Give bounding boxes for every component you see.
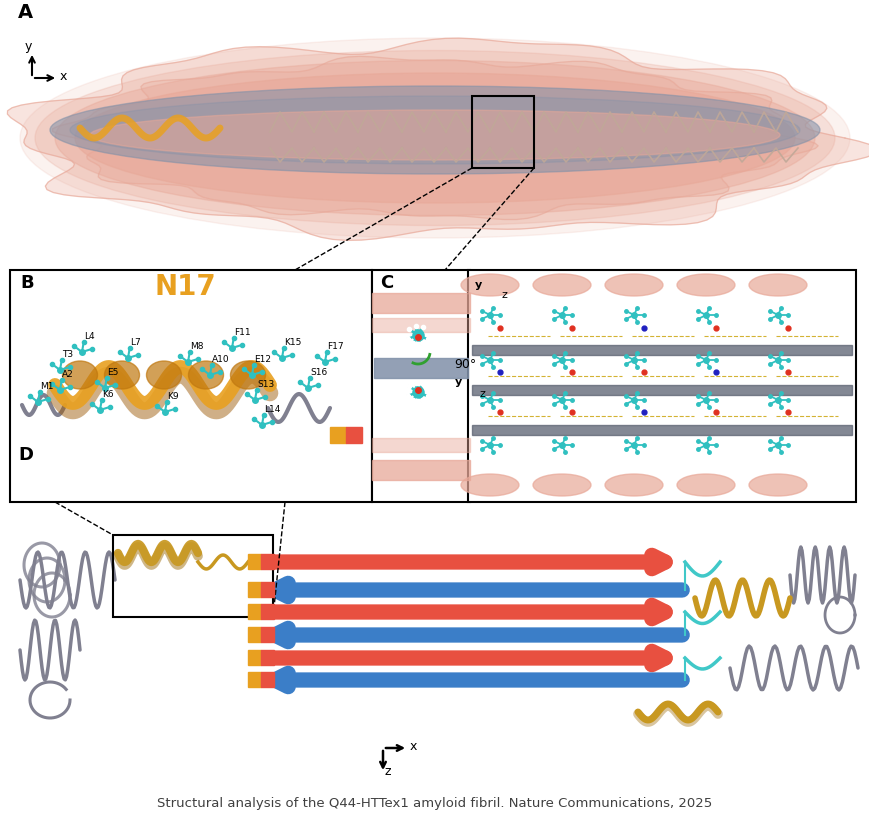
Bar [248,604,261,619]
Text: B: B [20,274,34,292]
Polygon shape [52,57,817,219]
Bar [261,582,274,597]
Text: z: z [501,290,507,300]
Text: K9: K9 [167,392,178,401]
Text: E12: E12 [254,355,270,364]
Text: A: A [18,3,33,22]
Text: x: x [60,70,67,83]
Ellipse shape [63,361,97,389]
Bar [329,427,346,443]
Ellipse shape [146,361,182,389]
Text: A2: A2 [62,370,74,379]
Text: L4: L4 [84,332,95,341]
Bar [248,554,261,569]
Bar [372,460,469,480]
Text: L14: L14 [263,405,280,414]
Text: F17: F17 [327,342,343,351]
Bar [472,345,851,355]
Bar [472,425,851,435]
Text: M1: M1 [40,382,53,391]
Ellipse shape [55,61,814,215]
Bar [372,438,469,452]
Polygon shape [8,38,869,241]
Bar [372,318,469,332]
Ellipse shape [748,274,806,296]
Ellipse shape [676,274,734,296]
Bar [261,627,274,642]
Text: D: D [18,446,33,464]
Ellipse shape [604,474,662,496]
Ellipse shape [50,86,819,174]
Text: C: C [380,274,393,292]
Text: z: z [480,389,485,399]
Bar [472,385,851,395]
Bar [372,270,469,502]
Text: K6: K6 [102,390,114,399]
Ellipse shape [604,274,662,296]
Text: Structural analysis of the Q44-HTTex1 amyloid fibril. Nature Communications, 202: Structural analysis of the Q44-HTTex1 am… [157,797,712,810]
Bar [113,535,273,617]
Text: S13: S13 [256,380,274,389]
Text: L7: L7 [129,338,141,347]
Bar [10,270,372,502]
Text: y: y [454,377,461,387]
Bar [372,293,469,313]
Text: x: x [409,740,417,753]
Ellipse shape [676,474,734,496]
Bar [248,650,261,665]
Text: F11: F11 [234,328,250,337]
Text: 90°: 90° [454,358,475,371]
Ellipse shape [20,38,849,238]
Text: N17: N17 [155,273,216,301]
Ellipse shape [189,361,223,389]
Bar [261,672,274,687]
Text: M8: M8 [189,342,203,351]
Bar [346,427,362,443]
Bar [261,650,274,665]
Bar [468,270,855,502]
Bar [261,604,274,619]
Bar [248,672,261,687]
Text: y: y [25,40,32,53]
Text: A10: A10 [212,355,229,364]
Ellipse shape [748,474,806,496]
Ellipse shape [70,96,799,164]
Ellipse shape [35,51,834,225]
Text: T3: T3 [62,350,73,359]
Ellipse shape [533,474,590,496]
Text: y: y [474,280,481,290]
Ellipse shape [461,474,519,496]
Ellipse shape [461,274,519,296]
Bar [374,358,468,378]
Text: E5: E5 [107,368,118,377]
Text: K15: K15 [283,338,301,347]
Bar [248,582,261,597]
Ellipse shape [533,274,590,296]
Ellipse shape [75,73,794,203]
Ellipse shape [230,361,265,389]
Text: S16: S16 [309,368,327,377]
Bar [261,554,274,569]
Ellipse shape [104,361,139,389]
Bar [472,96,534,168]
Ellipse shape [90,110,779,160]
Text: z: z [385,765,391,778]
Bar [248,627,261,642]
